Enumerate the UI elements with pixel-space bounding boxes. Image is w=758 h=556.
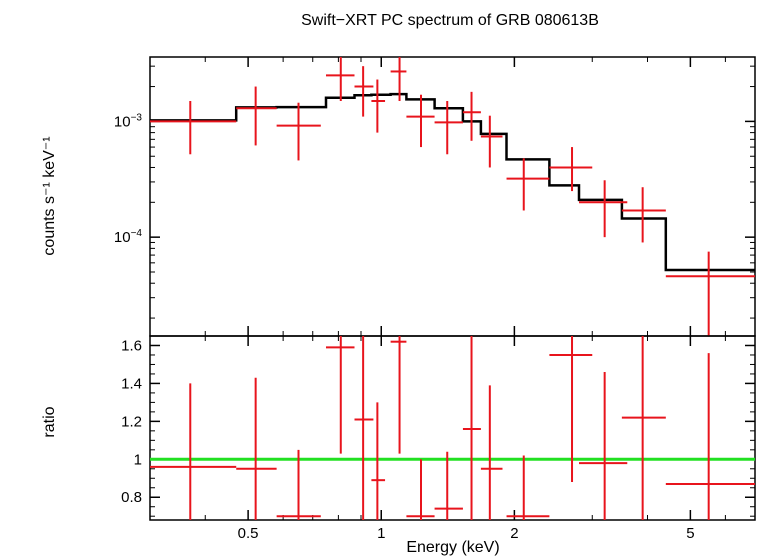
ratio-data-point (276, 449, 321, 520)
ratio-data-point (579, 372, 628, 520)
ratio-data-point (390, 336, 407, 454)
ratio-data-point (480, 385, 503, 520)
ratio-data-point (665, 353, 755, 520)
bottom-y-tick-label: 1.4 (121, 375, 142, 392)
ratio-data-point (506, 455, 550, 520)
spectrum-data-point (579, 180, 628, 238)
ratio-data-point (371, 402, 386, 520)
ratio-data-point (549, 336, 593, 483)
spectrum-data-point (434, 101, 463, 155)
ratio-data-point (354, 336, 374, 520)
spectrum-data-point (236, 86, 277, 146)
ratio-data-point (406, 459, 435, 520)
bottom-y-tick-label: 1 (134, 451, 142, 468)
spectrum-data-point (406, 94, 435, 148)
ratio-data-point (236, 377, 277, 520)
spectrum-data-point (506, 158, 550, 211)
x-tick-label: 5 (686, 525, 694, 542)
bottom-plot-frame (149, 335, 756, 521)
model-step-line (150, 92, 755, 272)
spectrum-data-point (390, 57, 407, 102)
spectrum-data-point (621, 187, 666, 243)
ratio-data-point (462, 336, 481, 520)
spectrum-data-point (354, 66, 374, 117)
ratio-panel: 0.5 1 2 5 0.8 1 1.2 1.4 1.6 (121, 335, 756, 542)
chart-title: Swift−XRT PC spectrum of GRB 080613B (301, 12, 599, 29)
spectrum-data-point (549, 147, 593, 192)
spectrum-data-point (325, 57, 355, 102)
ratio-data-point (325, 336, 355, 454)
top-y-tick-label: 10−3 (114, 112, 143, 130)
x-tick-label: 0.5 (238, 525, 259, 542)
spectrum-data-point (276, 102, 321, 161)
bottom-y-tick-label: 1.6 (121, 337, 142, 354)
spectrum-panel: 10−3 10−4 (114, 56, 756, 337)
spectrum-data-point (462, 91, 481, 141)
x-tick-label: 2 (510, 525, 518, 542)
top-y-tick-label: 10−4 (114, 228, 143, 246)
spectrum-data-point (371, 79, 386, 133)
ratio-data-point (434, 451, 463, 520)
spectrum-data-point (665, 251, 755, 336)
bottom-ylabel: ratio (41, 406, 58, 437)
bottom-y-tick-label: 0.8 (121, 489, 142, 506)
ratio-data-point (150, 383, 237, 520)
xlabel: Energy (keV) (406, 539, 499, 556)
bottom-y-tick-label: 1.2 (121, 413, 142, 430)
spectrum-data-point (150, 101, 237, 155)
ratio-data-point (621, 336, 666, 520)
top-plot-frame (149, 56, 756, 337)
top-ylabel: counts s⁻¹ keV⁻¹ (41, 136, 58, 255)
x-tick-label: 1 (377, 525, 385, 542)
spectrum-data-point (480, 115, 503, 168)
